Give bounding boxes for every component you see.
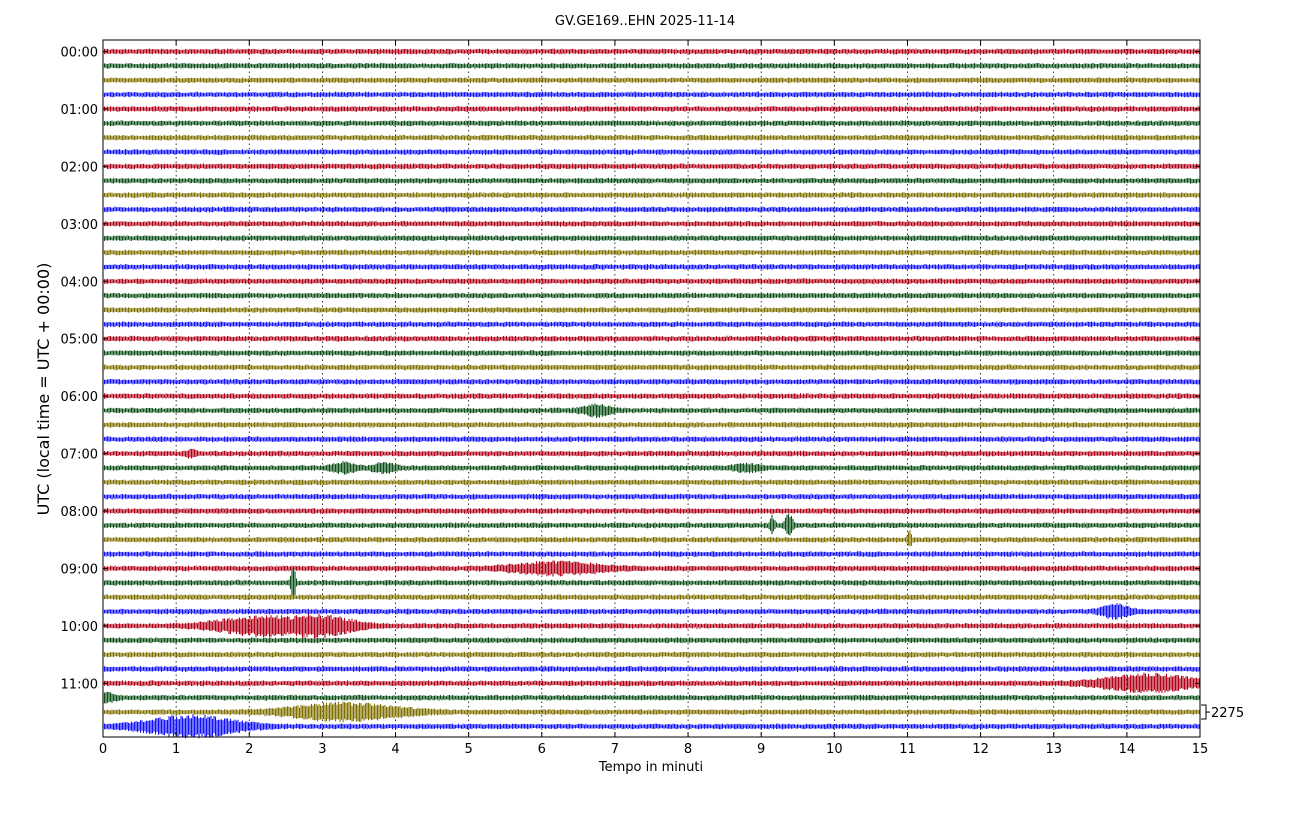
trace-line: [102, 637, 1201, 644]
y-tick-label: 05:00: [61, 333, 98, 348]
x-tick-label: 1: [172, 742, 180, 757]
trace-line: [102, 567, 1201, 599]
trace-line: [102, 106, 1201, 112]
trace-line: [102, 479, 1201, 486]
x-axis: 0 1 2 3 4 5 6 7 8 9 10 11 12 13 14 15: [99, 40, 1208, 757]
trace-line: [102, 321, 1201, 328]
x-tick-label: 9: [757, 742, 765, 757]
trace-line: [102, 421, 1201, 428]
y-axis-label: UTC (local time = UTC + 00:00): [34, 263, 53, 516]
y-axis: 00:00 01:00 02:00 03:00 04:00 05:00 06:00 07:00…: [61, 46, 1200, 692]
chart-title: GV.GE169..EHN 2025-11-14: [555, 14, 735, 29]
y-tick-label: 00:00: [61, 46, 98, 61]
x-tick-label: 3: [318, 742, 326, 757]
x-tick-label: 7: [611, 742, 619, 757]
x-tick-label: 0: [99, 742, 107, 757]
trace-line: [102, 149, 1201, 155]
trace-line: [102, 206, 1201, 213]
y-tick-label: 02:00: [61, 160, 98, 175]
y-tick-label: 09:00: [61, 562, 98, 577]
x-tick-label: 13: [1045, 742, 1062, 757]
x-tick-label: 8: [684, 742, 692, 757]
trace-line: [102, 235, 1201, 242]
trace-line: [102, 364, 1201, 371]
trace-line: [102, 403, 1201, 418]
y-tick-label: 07:00: [61, 448, 98, 463]
trace-line: [102, 249, 1201, 256]
trace-line: [102, 594, 1201, 601]
x-tick-label: 10: [826, 742, 843, 757]
trace-line: [102, 91, 1201, 98]
trace-line: [102, 292, 1201, 299]
scale-label: 2275: [1211, 706, 1244, 721]
x-tick-label: 4: [391, 742, 399, 757]
x-tick-label: 15: [1192, 742, 1209, 757]
trace-line: [102, 307, 1201, 313]
y-tick-label: 06:00: [61, 390, 98, 405]
trace-line: [102, 603, 1201, 620]
trace-line: [102, 714, 1201, 739]
x-axis-label: Tempo in minuti: [598, 760, 703, 775]
trace-line: [102, 192, 1201, 198]
trace-line: [102, 560, 1201, 577]
trace-line: [102, 514, 1201, 536]
trace-line: [102, 278, 1201, 285]
trace-line: [102, 448, 1201, 459]
x-tick-label: 6: [538, 742, 546, 757]
x-tick-label: 11: [899, 742, 916, 757]
y-tick-label: 03:00: [61, 218, 98, 233]
trace-line: [102, 701, 1201, 723]
trace-line: [102, 691, 1201, 704]
y-tick-label: 10:00: [61, 620, 98, 635]
trace-line: [102, 508, 1201, 514]
y-tick-label: 11:00: [61, 677, 98, 692]
trace-line: [102, 436, 1201, 443]
trace-line: [102, 672, 1201, 693]
trace-line: [102, 77, 1201, 84]
trace-line: [102, 263, 1201, 270]
trace-line: [102, 48, 1201, 55]
x-tick-label: 5: [465, 742, 473, 757]
trace-line: [102, 177, 1201, 184]
trace-line: [102, 393, 1201, 400]
trace-line: [102, 493, 1201, 500]
trace-line: [102, 461, 1201, 475]
trace-line: [102, 613, 1201, 639]
trace-line: [102, 220, 1201, 227]
plot-frame: [102, 39, 1201, 738]
amplitude-scale: 2275: [1201, 704, 1244, 721]
trace-line: [102, 134, 1201, 141]
trace-line: [102, 120, 1201, 127]
trace-line: [102, 350, 1201, 356]
y-tick-label: 01:00: [61, 103, 98, 118]
trace-line: [102, 530, 1201, 547]
trace-line: [102, 551, 1201, 558]
trace-line: [102, 163, 1201, 170]
trace-line: [102, 651, 1201, 658]
x-tick-label: 2: [245, 742, 253, 757]
x-tick-label: 14: [1119, 742, 1136, 757]
y-tick-label: 04:00: [61, 275, 98, 290]
x-tick-label: 12: [972, 742, 989, 757]
scale-bar: [1201, 704, 1207, 720]
trace-line: [102, 62, 1201, 69]
trace-line: [102, 335, 1201, 342]
trace-line: [102, 378, 1201, 385]
y-tick-label: 08:00: [61, 505, 98, 520]
seismic-traces: [102, 48, 1201, 739]
trace-line: [102, 666, 1201, 672]
